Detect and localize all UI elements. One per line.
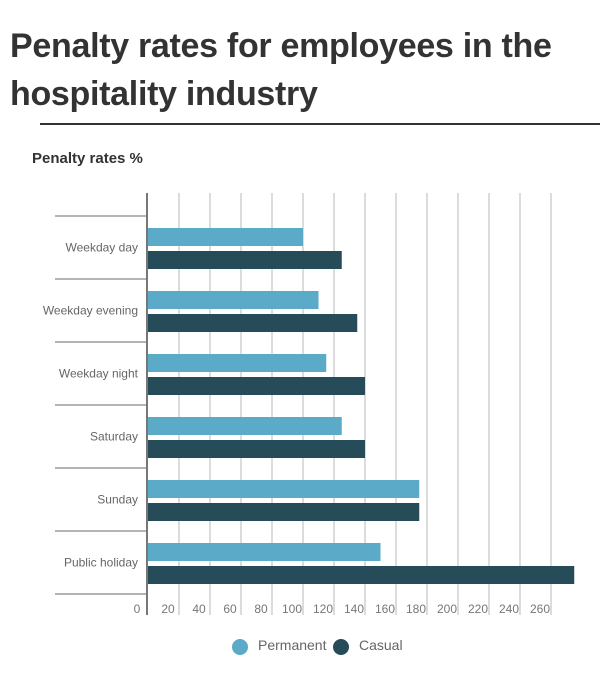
category-label: Weekday evening	[43, 304, 138, 318]
bar-casual	[148, 503, 420, 521]
x-tick-label: 40	[192, 602, 206, 616]
x-tick-label: 160	[375, 602, 395, 616]
page-title: Penalty rates for employees in the hospi…	[10, 27, 552, 113]
x-tick-label: 0	[134, 602, 141, 616]
x-tick-label: 260	[530, 602, 550, 616]
x-tick-label: 220	[468, 602, 488, 616]
bar-permanent	[148, 354, 327, 372]
category-label: Weekday day	[66, 241, 139, 255]
bar-permanent	[148, 417, 342, 435]
x-tick-label: 200	[437, 602, 457, 616]
category-label: Weekday night	[59, 367, 139, 381]
bar-casual	[148, 377, 365, 395]
bar-permanent	[148, 480, 420, 498]
bar-casual	[148, 440, 365, 458]
category-label: Sunday	[97, 493, 138, 507]
bar-permanent	[148, 543, 381, 561]
bar-permanent	[148, 291, 319, 309]
bar-casual	[148, 251, 342, 269]
x-tick-label: 180	[406, 602, 426, 616]
x-tick-label: 100	[282, 602, 302, 616]
bar-casual	[148, 314, 358, 332]
x-tick-label: 60	[223, 602, 237, 616]
bar-permanent	[148, 228, 303, 246]
legend-label-permanent: Permanent	[258, 637, 327, 653]
category-label: Public holiday	[64, 556, 138, 570]
legend-marker-permanent	[232, 639, 248, 655]
x-tick-label: 140	[344, 602, 364, 616]
title-divider	[40, 123, 600, 125]
category-label: Saturday	[90, 430, 138, 444]
x-tick-label: 240	[499, 602, 519, 616]
legend-marker-casual	[333, 639, 349, 655]
x-tick-label: 20	[161, 602, 175, 616]
bar-casual	[148, 566, 575, 584]
legend-label-casual: Casual	[359, 637, 403, 653]
x-tick-label: 80	[254, 602, 268, 616]
x-tick-label: 120	[313, 602, 333, 616]
chart-title: Penalty rates %	[32, 150, 143, 167]
